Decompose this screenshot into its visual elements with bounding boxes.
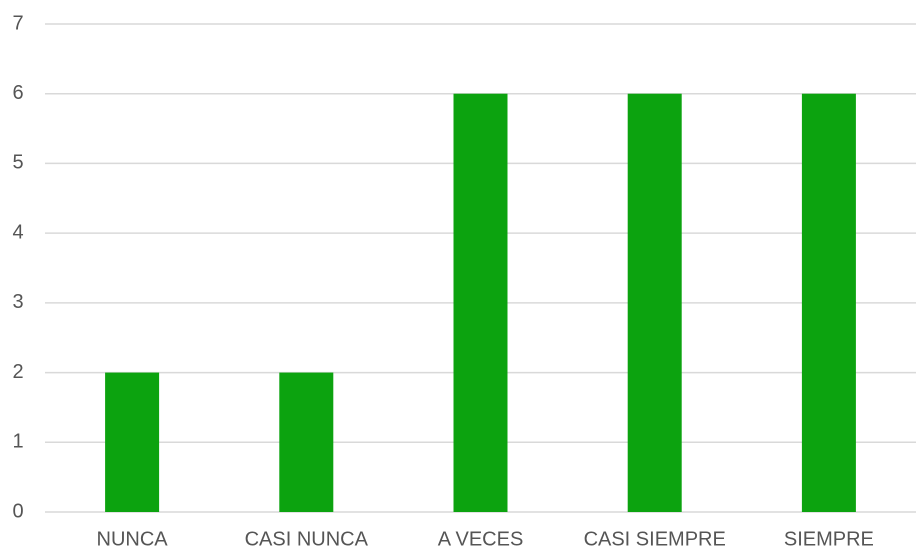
y-tick-label: 1 bbox=[12, 431, 23, 453]
x-tick-label: CASI NUNCA bbox=[245, 528, 369, 550]
y-tick-label: 0 bbox=[12, 500, 23, 522]
y-tick-label: 5 bbox=[12, 152, 23, 174]
bar bbox=[801, 93, 856, 512]
y-tick-label: 7 bbox=[12, 12, 23, 34]
x-tick-label: CASI SIEMPRE bbox=[584, 528, 726, 550]
bar bbox=[453, 93, 508, 512]
bar bbox=[279, 372, 334, 512]
y-tick-label: 2 bbox=[12, 361, 23, 383]
x-tick-label: A VECES bbox=[438, 528, 524, 550]
x-tick-label: SIEMPRE bbox=[784, 528, 874, 550]
x-tick-label: NUNCA bbox=[97, 528, 169, 550]
bar bbox=[627, 93, 682, 512]
y-tick-label: 6 bbox=[12, 82, 23, 104]
y-tick-label: 4 bbox=[12, 221, 23, 243]
y-tick-label: 3 bbox=[12, 291, 23, 313]
bar bbox=[105, 372, 160, 512]
